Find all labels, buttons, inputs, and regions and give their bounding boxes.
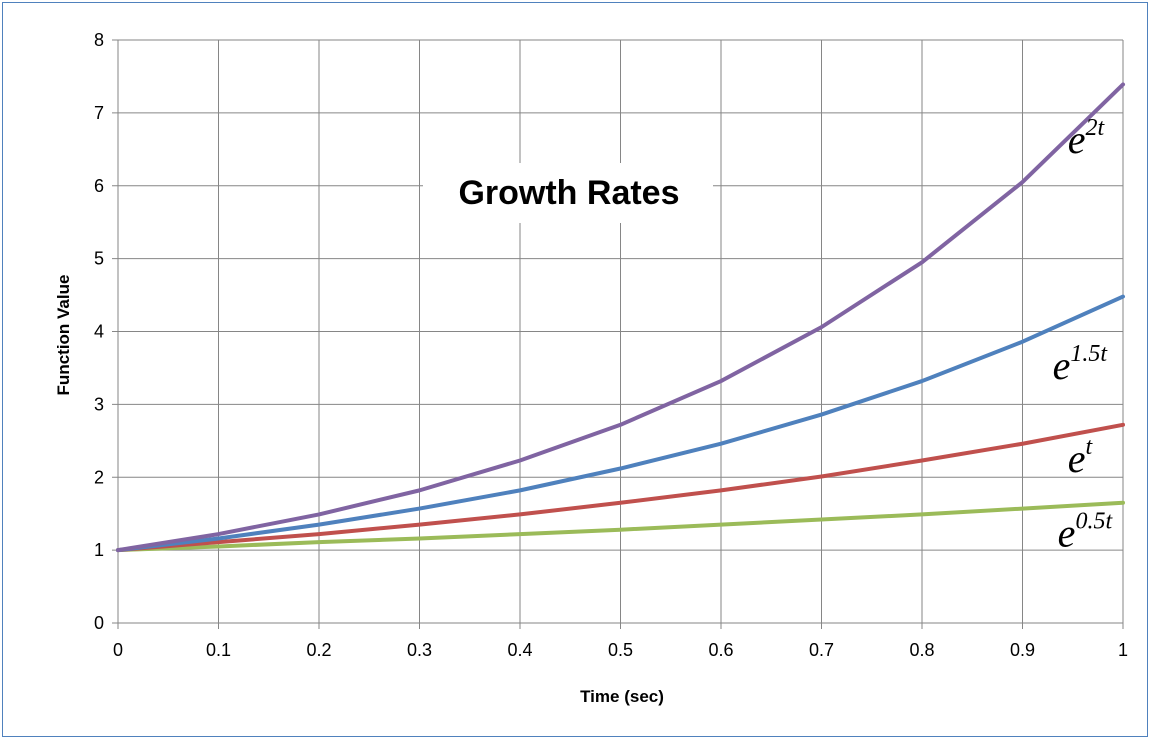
chart-title: Growth Rates xyxy=(458,174,679,212)
y-tick-label: 3 xyxy=(94,394,104,414)
x-tick-label: 0.3 xyxy=(407,640,432,660)
series-label-exponent: 0.5t xyxy=(1075,508,1113,534)
series-label-base: e xyxy=(1068,117,1086,162)
series-line-0_5t xyxy=(116,500,1125,553)
series-line-t xyxy=(116,422,1125,553)
y-tick-label: 4 xyxy=(94,322,104,342)
series-line-1_5t xyxy=(116,294,1125,553)
series-line-2t xyxy=(116,82,1125,553)
series-label-exponent: t xyxy=(1085,434,1093,460)
series-label-base: e xyxy=(1058,510,1076,555)
x-axis-ticks: 0 0.1 0.2 0.3 0.4 0.5 0.6 0.7 0.8 0.9 1 xyxy=(113,640,1128,660)
x-tick-label: 0 xyxy=(113,640,123,660)
x-tick-label: 0.5 xyxy=(608,640,633,660)
series-label: e1.5t xyxy=(1053,341,1109,388)
x-tick-label: 0.4 xyxy=(507,640,532,660)
series-label-base: e xyxy=(1068,436,1086,481)
series-label-exponent: 1.5t xyxy=(1070,341,1108,367)
y-tick-label: 7 xyxy=(94,103,104,123)
y-tick-label: 2 xyxy=(94,467,104,487)
x-tick-label: 0.9 xyxy=(1010,640,1035,660)
x-tick-label: 0.8 xyxy=(909,640,934,660)
y-tick-label: 1 xyxy=(94,540,104,560)
series-label-exponent: 2t xyxy=(1085,115,1105,141)
y-tick-label: 6 xyxy=(94,176,104,196)
x-axis-title: Time (sec) xyxy=(580,687,664,706)
gridlines xyxy=(112,39,1124,629)
x-tick-label: 0.7 xyxy=(809,640,834,660)
series-label: e2t xyxy=(1068,115,1106,162)
x-tick-label: 0.2 xyxy=(306,640,331,660)
x-tick-label: 0.6 xyxy=(708,640,733,660)
y-axis-ticks: 0 1 2 3 4 5 6 7 8 xyxy=(94,30,104,633)
y-tick-label: 5 xyxy=(94,249,104,269)
series-label: e0.5t xyxy=(1058,508,1114,555)
series-label-base: e xyxy=(1053,343,1071,388)
y-axis-title: Function Value xyxy=(54,275,73,396)
y-tick-label: 0 xyxy=(94,613,104,633)
x-tick-label: 0.1 xyxy=(206,640,231,660)
series-lines xyxy=(116,82,1125,553)
series-label: et xyxy=(1068,434,1094,481)
y-tick-label: 8 xyxy=(94,30,104,50)
chart-title-group: Growth Rates xyxy=(423,163,713,223)
x-tick-label: 1 xyxy=(1118,640,1128,660)
chart-title-background xyxy=(423,163,713,223)
